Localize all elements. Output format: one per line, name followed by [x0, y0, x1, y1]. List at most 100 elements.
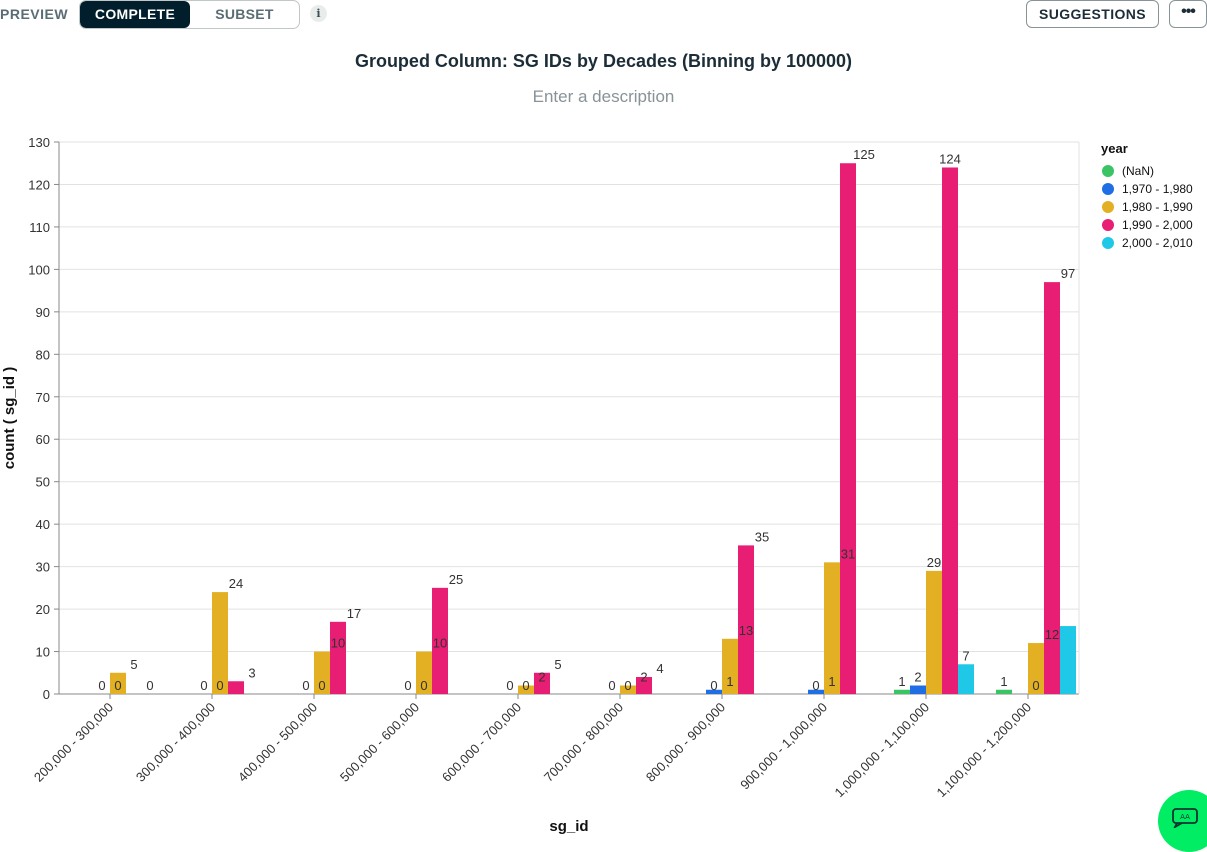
data-label: 0 [146, 678, 153, 693]
bar[interactable] [824, 562, 840, 694]
bar[interactable] [416, 651, 432, 694]
x-tick-label: 800,000 - 900,000 [643, 700, 728, 785]
bar[interactable] [840, 163, 856, 694]
x-tick-label: 200,000 - 300,000 [31, 700, 116, 785]
bar[interactable] [808, 689, 824, 694]
data-label: 0 [506, 678, 513, 693]
data-label: 31 [841, 546, 855, 561]
data-label: 2 [640, 670, 647, 685]
bar[interactable] [518, 685, 534, 694]
bar[interactable] [706, 689, 722, 694]
bar[interactable] [910, 685, 926, 694]
more-options-button[interactable]: ••• [1169, 0, 1207, 28]
tab-subset[interactable]: SUBSET [215, 6, 274, 22]
legend-item-label[interactable]: 1,990 - 2,000 [1122, 218, 1193, 232]
legend-item-label[interactable]: 1,980 - 1,990 [1122, 200, 1193, 214]
data-label: 1 [726, 674, 733, 689]
y-tick-label: 40 [36, 517, 50, 532]
data-label: 0 [114, 678, 121, 693]
chat-icon: AA [1172, 808, 1198, 828]
y-tick-label: 10 [36, 645, 50, 660]
data-label: 125 [853, 147, 875, 162]
bar[interactable] [1044, 282, 1060, 694]
legend-swatch[interactable] [1102, 237, 1114, 249]
bar[interactable] [620, 685, 636, 694]
y-tick-label: 30 [36, 560, 50, 575]
data-label: 5 [554, 657, 561, 672]
toolbar: PREVIEW COMPLETE SUBSET i SUGGESTIONS ••… [0, 0, 1207, 30]
data-label: 12 [1045, 627, 1059, 642]
data-label: 0 [216, 678, 223, 693]
bar[interactable] [534, 672, 550, 694]
svg-text:AA: AA [1180, 813, 1190, 821]
bar[interactable] [894, 689, 910, 694]
bar[interactable] [722, 638, 738, 694]
y-tick-label: 20 [36, 602, 50, 617]
x-tick-label: 1,000,000 - 1,100,000 [832, 700, 933, 801]
data-label: 29 [927, 555, 941, 570]
legend-swatch[interactable] [1102, 219, 1114, 231]
bar[interactable] [958, 664, 974, 694]
x-tick-label: 300,000 - 400,000 [133, 700, 218, 785]
data-label: 24 [229, 576, 243, 591]
data-label: 1 [898, 674, 905, 689]
y-tick-label: 60 [36, 432, 50, 447]
data-label: 0 [1032, 678, 1039, 693]
data-label: 3 [248, 665, 255, 680]
bar[interactable] [996, 689, 1012, 694]
bar[interactable] [212, 592, 228, 694]
data-label: 17 [347, 606, 361, 621]
y-tick-label: 70 [36, 390, 50, 405]
y-tick-label: 130 [28, 135, 50, 150]
suggestions-button[interactable]: SUGGESTIONS [1026, 0, 1159, 28]
data-label: 35 [755, 529, 769, 544]
data-label: 0 [624, 678, 631, 693]
bar[interactable] [1028, 643, 1044, 694]
x-tick-label: 400,000 - 500,000 [235, 700, 320, 785]
y-tick-label: 110 [29, 220, 50, 235]
data-label: 0 [710, 678, 717, 693]
tab-complete[interactable]: COMPLETE [80, 1, 190, 28]
data-label: 0 [420, 678, 427, 693]
bar[interactable] [942, 167, 958, 694]
legend-swatch[interactable] [1102, 183, 1114, 195]
chat-assistant-button[interactable]: AA [1158, 790, 1207, 852]
bar[interactable] [110, 672, 126, 694]
y-tick-label: 80 [36, 347, 50, 362]
legend-item-label[interactable]: 2,000 - 2,010 [1122, 236, 1193, 250]
data-label: 0 [608, 678, 615, 693]
chart-description-input[interactable]: Enter a description [532, 87, 675, 106]
x-tick-label: 500,000 - 600,000 [337, 700, 422, 785]
bar[interactable] [738, 545, 754, 694]
y-tick-label: 50 [36, 475, 50, 490]
data-label: 4 [656, 661, 663, 676]
legend-swatch[interactable] [1102, 201, 1114, 213]
legend-title: year [1101, 141, 1128, 156]
y-tick-label: 100 [28, 262, 50, 277]
legend-item-label[interactable]: (NaN) [1122, 164, 1154, 178]
bar[interactable] [228, 681, 244, 694]
bar[interactable] [926, 570, 942, 694]
data-label: 0 [404, 678, 411, 693]
data-label: 0 [812, 678, 819, 693]
complete-subset-toggle: COMPLETE SUBSET [79, 0, 300, 29]
bar[interactable] [432, 587, 448, 694]
data-label: 0 [522, 678, 529, 693]
data-label: 2 [914, 670, 921, 685]
legend-item-label[interactable]: 1,970 - 1,980 [1122, 182, 1193, 196]
bar[interactable] [314, 651, 330, 694]
x-tick-label: 700,000 - 800,000 [541, 700, 626, 785]
preview-label: PREVIEW [0, 6, 69, 22]
legend-swatch[interactable] [1102, 165, 1114, 177]
data-label: 0 [200, 678, 207, 693]
chart-title[interactable]: Grouped Column: SG IDs by Decades (Binni… [354, 51, 853, 71]
bar[interactable] [1060, 626, 1076, 694]
data-label: 13 [739, 623, 753, 638]
bar[interactable] [636, 677, 652, 694]
x-tick-label: 900,000 - 1,000,000 [737, 700, 830, 793]
y-tick-label: 0 [43, 687, 50, 702]
y-tick-label: 90 [36, 305, 50, 320]
info-icon[interactable]: i [310, 5, 327, 22]
bar[interactable] [330, 621, 346, 694]
data-label: 0 [318, 678, 325, 693]
